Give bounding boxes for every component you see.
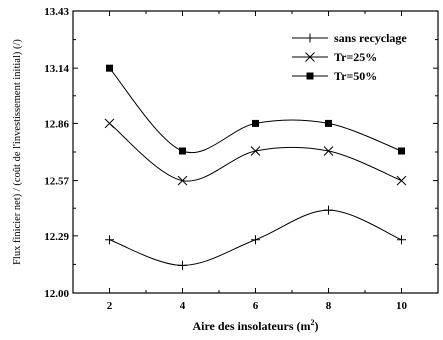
plus-marker [178,260,187,270]
y-axis-title: Flux finicier net) / (coût de l'investis… [12,39,23,265]
square-marker [179,147,186,155]
legend-item: sans recyclage [292,31,407,45]
x-marker [177,175,188,186]
square-marker [398,147,405,155]
square-marker [106,64,113,72]
y-tick-label: 12.86 [44,118,69,130]
x-marker [396,175,407,186]
y-tick-label: 13.43 [44,6,69,18]
series-line [109,67,402,154]
series [105,205,406,270]
axis-ticks: 2 4 6 8 10 12.00 12.29 12.57 12.86 13.14 13.43 [44,6,438,312]
legend-item: Tr=25% [292,50,377,64]
square-marker [325,119,332,127]
x-marker [250,146,261,156]
square-marker [306,72,314,80]
legend-item: Tr=50% [292,69,377,83]
plus-marker [397,235,406,245]
square-marker [252,119,259,127]
series [106,64,405,155]
plus-marker [324,205,333,215]
legend-label: Tr=50% [334,69,377,83]
legend: sans recyclage Tr=25% Tr=50% [292,31,407,83]
x-marker [104,118,115,129]
plus-marker [305,33,315,43]
x-tick-label: 4 [180,300,186,312]
plus-marker [251,235,260,245]
x-marker [323,146,334,156]
plus-marker [105,235,114,245]
legend-label: Tr=25% [334,50,377,64]
plot-area [72,10,439,294]
legend-label: sans recyclage [334,31,407,45]
x-marker [305,52,315,62]
y-tick-label: 12.29 [44,231,69,243]
x-tick-label: 6 [253,300,259,312]
y-tick-label: 13.14 [44,63,69,75]
x-tick-label: 8 [326,300,332,312]
x-tick-label: 2 [107,300,113,312]
y-tick-label: 12.57 [44,176,69,188]
x-axis-title: Aire des insolateurs (m2) [192,318,318,333]
series-layer [104,64,407,270]
y-tick-label: 12.00 [44,288,69,300]
x-tick-label: 10 [396,300,408,312]
series [104,118,407,186]
